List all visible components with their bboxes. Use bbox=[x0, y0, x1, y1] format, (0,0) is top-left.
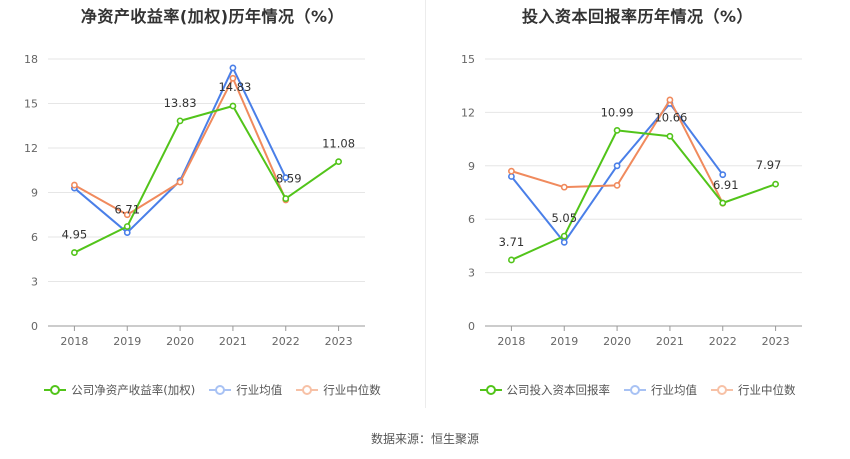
legend: 公司投入资本回报率 行业均值 行业中位数 bbox=[425, 382, 850, 398]
x-tick-label: 2020 bbox=[166, 335, 194, 348]
data-point bbox=[229, 64, 237, 72]
y-tick-label: 15 bbox=[24, 98, 38, 111]
data-point bbox=[560, 183, 568, 191]
roic-chart: 投入资本回报率历年情况（%） 0 3 6 9 12 15 2018 2019 2020 2021 2… bbox=[425, 0, 850, 410]
data-point bbox=[282, 195, 290, 202]
legend-item-company[interactable]: 公司净资产收益率(加权) bbox=[44, 382, 195, 398]
y-tick-label: 12 bbox=[461, 106, 475, 119]
series-line bbox=[510, 102, 724, 244]
data-label: 7.97 bbox=[756, 158, 782, 172]
legend-item-company[interactable]: 公司投入资本回报率 bbox=[479, 382, 611, 398]
data-label: 14.83 bbox=[218, 80, 251, 94]
y-tick-label: 0 bbox=[31, 320, 38, 333]
data-label: 10.66 bbox=[654, 110, 687, 124]
y-tick-label: 0 bbox=[468, 320, 475, 333]
data-label: 13.83 bbox=[164, 96, 197, 110]
legend-line-green-icon bbox=[479, 385, 502, 395]
y-tick-label: 3 bbox=[468, 267, 475, 280]
data-point bbox=[229, 102, 237, 110]
data-point bbox=[123, 211, 131, 219]
data-point bbox=[613, 181, 621, 189]
legend: 公司净资产收益率(加权) 行业均值 行业中位数 bbox=[0, 382, 425, 398]
data-point bbox=[176, 178, 184, 186]
x-tick-label: 2022 bbox=[709, 335, 737, 348]
data-point bbox=[176, 117, 184, 125]
data-point bbox=[123, 229, 131, 236]
chart-title: 净资产收益率(加权)历年情况（%） bbox=[80, 7, 345, 26]
y-tick-label: 12 bbox=[24, 142, 38, 155]
series-line bbox=[511, 129, 776, 261]
legend-label: 行业均值 bbox=[651, 383, 697, 397]
x-tick-label: 2019 bbox=[113, 335, 141, 348]
roe-chart: 净资产收益率(加权)历年情况（%） 0 3 6 9 12 15 18 2018 2019 2020… bbox=[0, 0, 425, 410]
data-point bbox=[282, 174, 290, 182]
legend-item-industry-median[interactable]: 行业中位数 bbox=[296, 382, 381, 398]
y-tick-label: 6 bbox=[31, 231, 38, 244]
legend-line-blue-icon bbox=[209, 385, 232, 395]
data-label: 6.91 bbox=[713, 178, 739, 192]
data-label: 11.08 bbox=[322, 137, 355, 151]
y-tick-label: 6 bbox=[468, 213, 475, 226]
data-point bbox=[613, 162, 621, 170]
x-tick-label: 2023 bbox=[762, 335, 790, 348]
data-point bbox=[613, 126, 621, 134]
legend-line-blue-icon bbox=[624, 385, 646, 395]
data-point bbox=[666, 96, 674, 104]
legend-label: 行业中位数 bbox=[323, 383, 381, 397]
x-tick-label: 2020 bbox=[603, 335, 631, 348]
data-label: 4.95 bbox=[62, 228, 88, 242]
data-point bbox=[560, 232, 568, 240]
series-line bbox=[73, 105, 340, 254]
legend-line-orange-icon bbox=[711, 385, 733, 395]
y-tick-label: 3 bbox=[31, 276, 38, 289]
data-label: 3.71 bbox=[499, 235, 525, 249]
series-line bbox=[73, 66, 287, 234]
legend-label: 公司投入资本回报率 bbox=[506, 383, 611, 397]
data-source: 数据来源：恒生聚源 bbox=[370, 432, 479, 446]
x-tick-label: 2018 bbox=[60, 335, 88, 348]
x-tick-label: 2021 bbox=[656, 335, 684, 348]
chart-title: 投入资本回报率历年情况（%） bbox=[521, 7, 754, 26]
x-tick-label: 2018 bbox=[497, 335, 525, 348]
data-point bbox=[508, 256, 515, 264]
legend-line-green-icon bbox=[44, 385, 67, 395]
roic-plot: 0 3 6 9 12 15 2018 2019 2020 2021 2022 2023 3.71 5.05… bbox=[461, 53, 802, 348]
data-point bbox=[123, 223, 131, 230]
legend-label: 行业中位数 bbox=[738, 383, 796, 397]
data-point bbox=[666, 132, 674, 140]
data-point bbox=[508, 167, 515, 175]
data-point bbox=[71, 181, 78, 189]
legend-item-industry-mean[interactable]: 行业均值 bbox=[209, 382, 282, 398]
legend-item-industry-median[interactable]: 行业中位数 bbox=[711, 382, 796, 398]
legend-line-orange-icon bbox=[296, 385, 319, 395]
data-label: 10.99 bbox=[601, 105, 634, 119]
panel-divider bbox=[425, 0, 426, 408]
data-point bbox=[229, 74, 237, 82]
x-tick-label: 2023 bbox=[325, 335, 353, 348]
data-point bbox=[719, 199, 727, 207]
data-label: 5.05 bbox=[551, 211, 577, 225]
legend-label: 行业均值 bbox=[236, 383, 283, 397]
data-point bbox=[71, 249, 78, 256]
roe-plot: 0 3 6 9 12 15 18 2018 2019 2020 2021 2022 2023 4.95 6.… bbox=[24, 53, 365, 348]
data-point bbox=[772, 180, 779, 188]
y-tick-label: 9 bbox=[31, 187, 38, 200]
y-tick-label: 18 bbox=[24, 53, 38, 66]
data-point bbox=[508, 173, 515, 180]
data-point bbox=[719, 171, 727, 179]
legend-label: 公司净资产收益率(加权) bbox=[71, 383, 196, 397]
data-point bbox=[560, 238, 568, 246]
data-label: 8.59 bbox=[276, 172, 302, 186]
x-tick-label: 2021 bbox=[219, 335, 247, 348]
x-tick-label: 2019 bbox=[550, 335, 578, 348]
legend-item-industry-mean[interactable]: 行业均值 bbox=[624, 382, 697, 398]
x-tick-label: 2022 bbox=[272, 335, 300, 348]
data-point bbox=[335, 158, 342, 166]
data-label: 6.71 bbox=[114, 202, 140, 216]
y-tick-label: 15 bbox=[461, 53, 475, 66]
y-tick-label: 9 bbox=[468, 160, 475, 173]
